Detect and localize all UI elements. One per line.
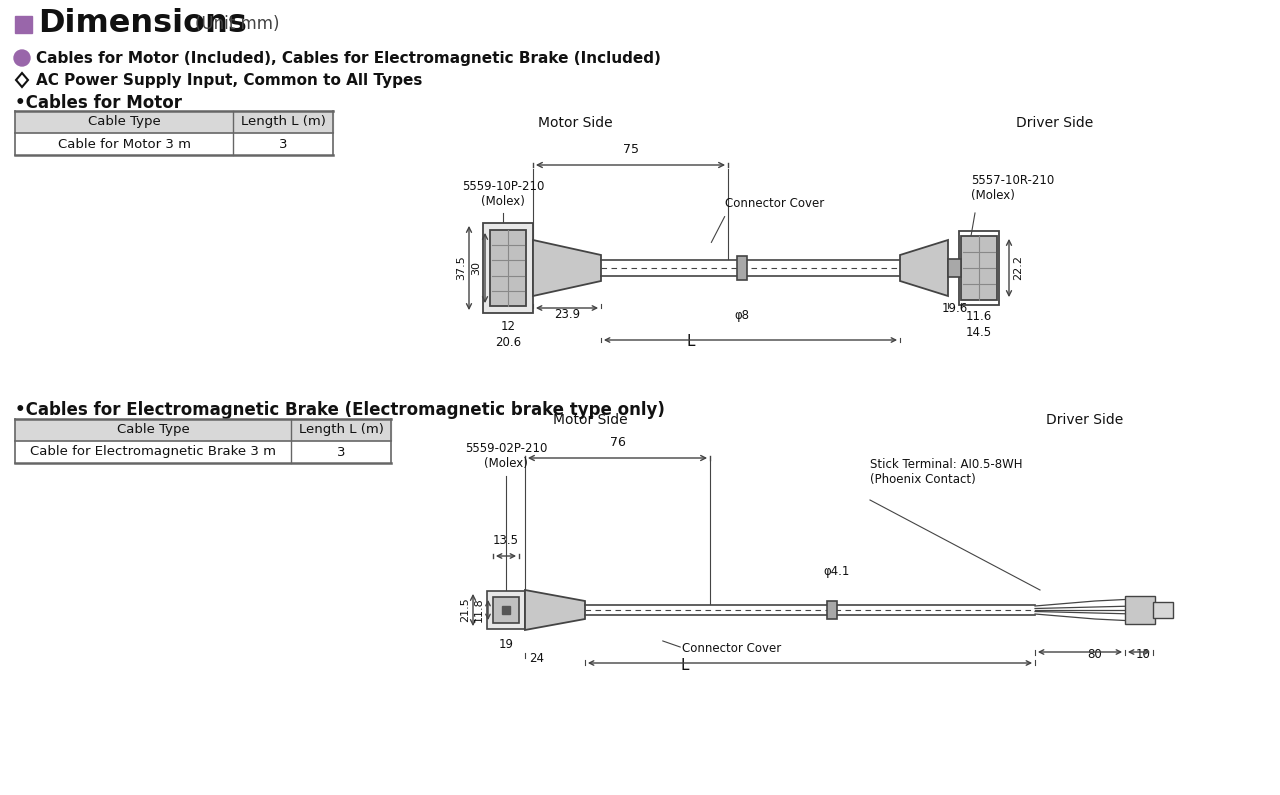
Text: 3: 3: [337, 445, 346, 459]
Text: L: L: [687, 335, 695, 350]
Bar: [15, 441, 390, 463]
Bar: [15, 133, 333, 155]
Text: 24.3: 24.3: [495, 255, 506, 281]
Text: 5557-10R-210
(Molex): 5557-10R-210 (Molex): [972, 174, 1055, 202]
Bar: [1153, 602, 1172, 618]
Bar: [961, 236, 997, 300]
Text: 22.2: 22.2: [1012, 255, 1023, 281]
Text: 5559-02P-210
(Molex): 5559-02P-210 (Molex): [465, 442, 547, 470]
Text: Driver Side: Driver Side: [1046, 413, 1124, 427]
Text: 19: 19: [498, 638, 513, 651]
Text: φ8: φ8: [735, 309, 750, 323]
Text: Connector Cover: Connector Cover: [682, 642, 781, 654]
Text: 20.6: 20.6: [495, 336, 521, 350]
Polygon shape: [532, 240, 602, 296]
Text: 30: 30: [471, 261, 481, 275]
Bar: [948, 259, 961, 277]
Bar: [737, 256, 748, 280]
Text: AC Power Supply Input, Common to All Types: AC Power Supply Input, Common to All Typ…: [36, 72, 422, 87]
Text: Driver Side: Driver Side: [1016, 116, 1093, 130]
Circle shape: [14, 50, 29, 66]
Text: 76: 76: [609, 436, 626, 449]
Text: Connector Cover: Connector Cover: [724, 197, 824, 210]
Text: Cable Type: Cable Type: [116, 424, 189, 436]
Text: 10: 10: [1135, 649, 1151, 661]
Text: 37.5: 37.5: [456, 256, 466, 281]
Bar: [483, 223, 532, 313]
Bar: [493, 597, 518, 623]
Text: L: L: [681, 657, 689, 673]
Text: 75: 75: [622, 143, 639, 156]
Text: •Cables for Electromagnetic Brake (Electromagnetic brake type only): •Cables for Electromagnetic Brake (Elect…: [15, 401, 664, 419]
Text: Motor Side: Motor Side: [538, 116, 612, 130]
Text: 14.5: 14.5: [966, 327, 992, 339]
Bar: [15, 111, 333, 133]
Text: Cable for Motor 3 m: Cable for Motor 3 m: [58, 138, 191, 150]
Text: 13.5: 13.5: [493, 534, 518, 547]
Text: Length L (m): Length L (m): [298, 424, 384, 436]
Text: Length L (m): Length L (m): [241, 115, 325, 129]
Text: Dimensions: Dimensions: [38, 9, 247, 40]
Text: Cables for Motor (Included), Cables for Electromagnetic Brake (Included): Cables for Motor (Included), Cables for …: [36, 51, 660, 65]
Text: •Cables for Motor: •Cables for Motor: [15, 94, 182, 112]
Text: 23.9: 23.9: [554, 308, 580, 321]
Text: φ4.1: φ4.1: [824, 565, 850, 579]
Text: 5559-10P-210
(Molex): 5559-10P-210 (Molex): [462, 180, 544, 208]
Bar: [15, 16, 32, 33]
Text: 11.6: 11.6: [966, 309, 992, 323]
Polygon shape: [525, 590, 585, 630]
Text: 3: 3: [279, 138, 287, 150]
Text: 11.8: 11.8: [474, 598, 484, 622]
Text: 21.5: 21.5: [460, 598, 470, 622]
Text: Cable for Electromagnetic Brake 3 m: Cable for Electromagnetic Brake 3 m: [29, 445, 276, 459]
Bar: [15, 419, 390, 441]
Bar: [827, 601, 837, 619]
Bar: [490, 230, 526, 306]
Text: 12: 12: [500, 320, 516, 333]
Text: 24: 24: [530, 651, 544, 665]
Text: 19.6: 19.6: [941, 301, 968, 315]
Text: Stick Terminal: AI0.5-8WH
(Phoenix Contact): Stick Terminal: AI0.5-8WH (Phoenix Conta…: [870, 458, 1023, 486]
Text: Cable Type: Cable Type: [87, 115, 160, 129]
Text: (Unit mm): (Unit mm): [195, 15, 279, 33]
Bar: [959, 231, 998, 305]
Text: 80: 80: [1088, 649, 1102, 661]
Bar: [486, 591, 525, 629]
Polygon shape: [900, 240, 948, 296]
Text: Motor Side: Motor Side: [553, 413, 627, 427]
Bar: [1125, 596, 1155, 624]
